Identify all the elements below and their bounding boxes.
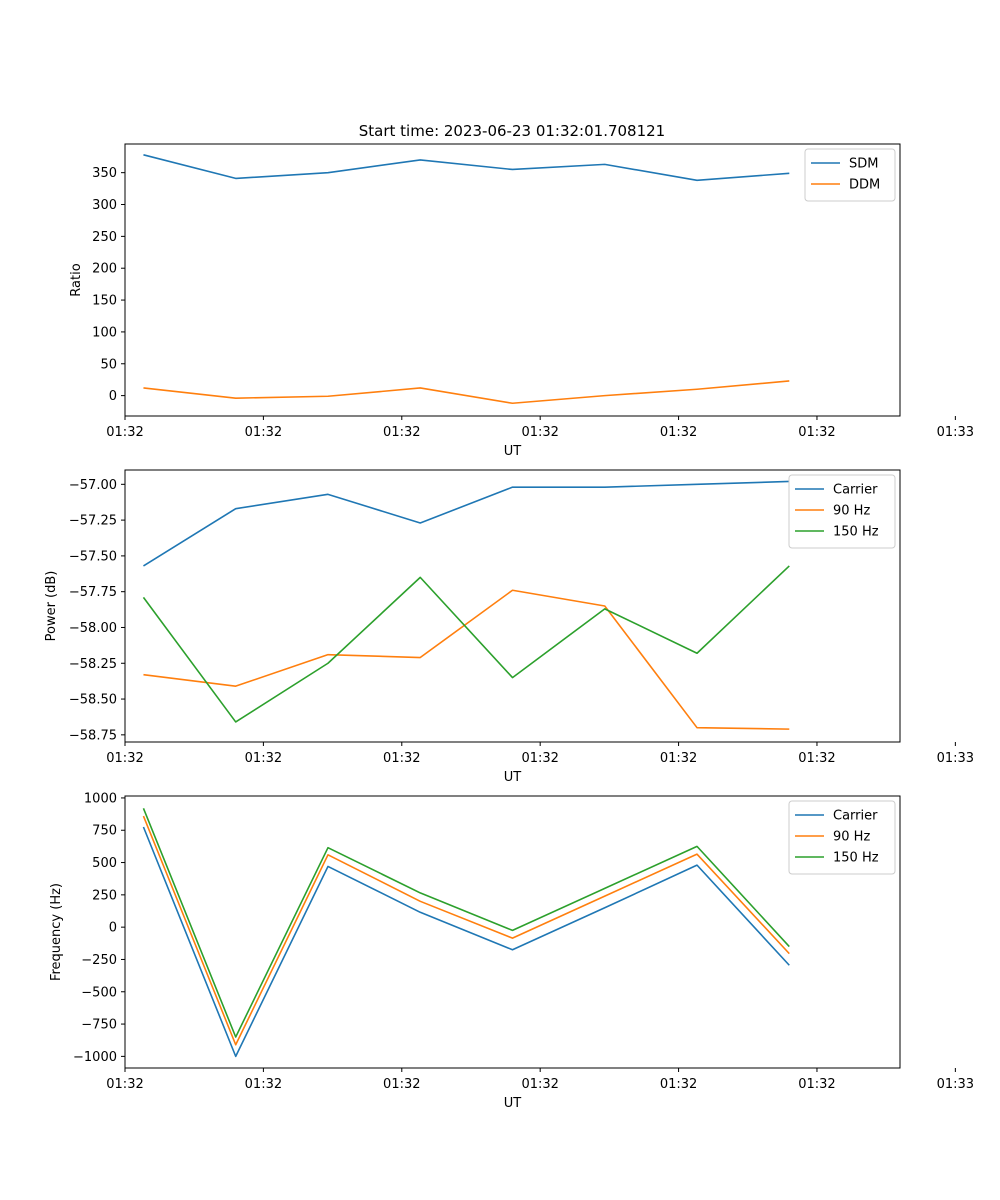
chart-2-xtick-label: 01:32 xyxy=(798,1077,835,1092)
chart-1-series-line-90-hz xyxy=(143,589,790,730)
chart-2-xtick-label: 01:33 xyxy=(937,1077,974,1092)
chart-0-legend-box xyxy=(804,148,896,202)
chart-1-ytick-label: −58.50 xyxy=(69,693,117,708)
figure-title: Start time: 2023-06-23 01:32:01.708121 xyxy=(359,122,665,140)
chart-0-series-line-sdm xyxy=(143,154,790,182)
chart-0-series-line-ddm xyxy=(143,380,790,405)
chart-0-legend: SDM DDM xyxy=(804,148,896,202)
chart-0-xtick-label: 01:32 xyxy=(660,425,697,440)
chart-1-axes-frame xyxy=(124,469,901,743)
chart-0-ytick-label: 100 xyxy=(92,325,117,340)
chart-0-xtick-label: 01:32 xyxy=(245,425,282,440)
chart-0-ytick-label: 50 xyxy=(100,357,117,372)
chart-2-ytick-label: −250 xyxy=(81,953,117,968)
chart-1-ytick-label: −58.00 xyxy=(69,621,117,636)
chart-2-series-line-150-hz xyxy=(142,807,790,1038)
chart-2-ytick-label: 0 xyxy=(109,921,117,936)
chart-1-legend: Carrier 90 Hz 150 Hz xyxy=(788,474,896,549)
chart-2-ytick-label: −500 xyxy=(81,985,117,1000)
chart-1-ytick-label: −58.25 xyxy=(69,657,117,672)
chart-0-xtick-label: 01:32 xyxy=(106,425,143,440)
chart-0-plot-area xyxy=(143,154,790,405)
chart-1-xtick-label: 01:32 xyxy=(660,751,697,766)
chart-1-xtick-label: 01:32 xyxy=(798,751,835,766)
chart-1-ytick-label: −57.25 xyxy=(69,514,117,529)
chart-0-ytick-label: 0 xyxy=(109,389,117,404)
chart-0-legend-label: DDM xyxy=(849,178,880,193)
chart-0-xlabel: UT xyxy=(504,444,522,459)
chart-2-xtick-label: 01:32 xyxy=(521,1077,558,1092)
chart-2-ylabel: Frequency (Hz) xyxy=(49,883,64,981)
chart-2-series-line-carrier xyxy=(142,826,790,1058)
chart-2-axes-frame xyxy=(124,795,901,1069)
chart-2-xtick-label: 01:32 xyxy=(106,1077,143,1092)
chart-1-xtick-label: 01:33 xyxy=(937,751,974,766)
chart-0-xtick-label: 01:32 xyxy=(798,425,835,440)
chart-2-legend: Carrier 90 Hz 150 Hz xyxy=(788,800,896,875)
chart-0-ytick-label: 150 xyxy=(92,294,117,309)
chart-0-ytick-label: 350 xyxy=(92,166,117,181)
chart-1-series-line-carrier xyxy=(143,480,790,567)
chart-1-ytick-label: −57.50 xyxy=(69,549,117,564)
chart-1-legend-box xyxy=(788,474,896,549)
chart-1-xtick-label: 01:32 xyxy=(106,751,143,766)
chart-2-legend-label: 90 Hz xyxy=(833,830,870,845)
chart-0-ytick-label: 300 xyxy=(92,198,117,213)
chart-0-xtick-label: 01:33 xyxy=(937,425,974,440)
chart-2-ytick-label: 750 xyxy=(92,824,117,839)
chart-1-legend-label: 150 Hz xyxy=(833,525,879,540)
chart-0-ylabel: Ratio xyxy=(69,263,84,296)
chart-1-legend-label: Carrier xyxy=(833,483,878,498)
chart-1-ytick-label: −58.75 xyxy=(69,728,117,743)
subplot-power: 01:32 01:32 01:32 01:32 01:32 01:32 01:33 −58.7… xyxy=(44,469,974,785)
chart-2-ytick-label: −750 xyxy=(81,1018,117,1033)
chart-2-ytick-label: −1000 xyxy=(73,1050,117,1065)
chart-0-xtick-label: 01:32 xyxy=(383,425,420,440)
chart-2-legend-box xyxy=(788,800,896,875)
chart-0-ytick-label: 250 xyxy=(92,230,117,245)
chart-0-axes-frame xyxy=(124,143,901,417)
chart-0-xtick-label: 01:32 xyxy=(521,425,558,440)
chart-1-legend-label: 90 Hz xyxy=(833,504,870,519)
chart-1-xtick-label: 01:32 xyxy=(383,751,420,766)
chart-1-ytick-label: −57.00 xyxy=(69,478,117,493)
subplot-frequency: 01:32 01:32 01:32 01:32 01:32 01:32 01:33 −1000… xyxy=(49,791,974,1111)
chart-2-xlabel: UT xyxy=(504,1096,522,1111)
chart-2-xtick-label: 01:32 xyxy=(245,1077,282,1092)
chart-2-xtick-label: 01:32 xyxy=(660,1077,697,1092)
chart-1-xtick-label: 01:32 xyxy=(245,751,282,766)
chart-1-series-line-150-hz xyxy=(142,565,790,723)
chart-1-ylabel: Power (dB) xyxy=(44,571,59,642)
chart-2-legend-label: Carrier xyxy=(833,809,878,824)
chart-2-ytick-label: 250 xyxy=(92,888,117,903)
chart-1-xlabel: UT xyxy=(504,770,522,785)
chart-2-xtick-label: 01:32 xyxy=(383,1077,420,1092)
chart-0-legend-label: SDM xyxy=(849,157,878,172)
chart-2-legend-label: 150 Hz xyxy=(833,851,879,866)
chart-1-plot-area xyxy=(142,480,790,730)
chart-2-series-line-90-hz xyxy=(142,815,790,1046)
chart-2-plot-area xyxy=(142,807,790,1058)
chart-1-ytick-label: −57.75 xyxy=(69,585,117,600)
chart-2-ytick-label: 1000 xyxy=(84,791,117,806)
subplot-ratio: 01:32 01:32 01:32 01:32 01:32 01:32 01:33 0 50 10… xyxy=(69,143,974,459)
chart-2-ytick-label: 500 xyxy=(92,856,117,871)
chart-0-ytick-label: 200 xyxy=(92,262,117,277)
chart-1-xtick-label: 01:32 xyxy=(521,751,558,766)
